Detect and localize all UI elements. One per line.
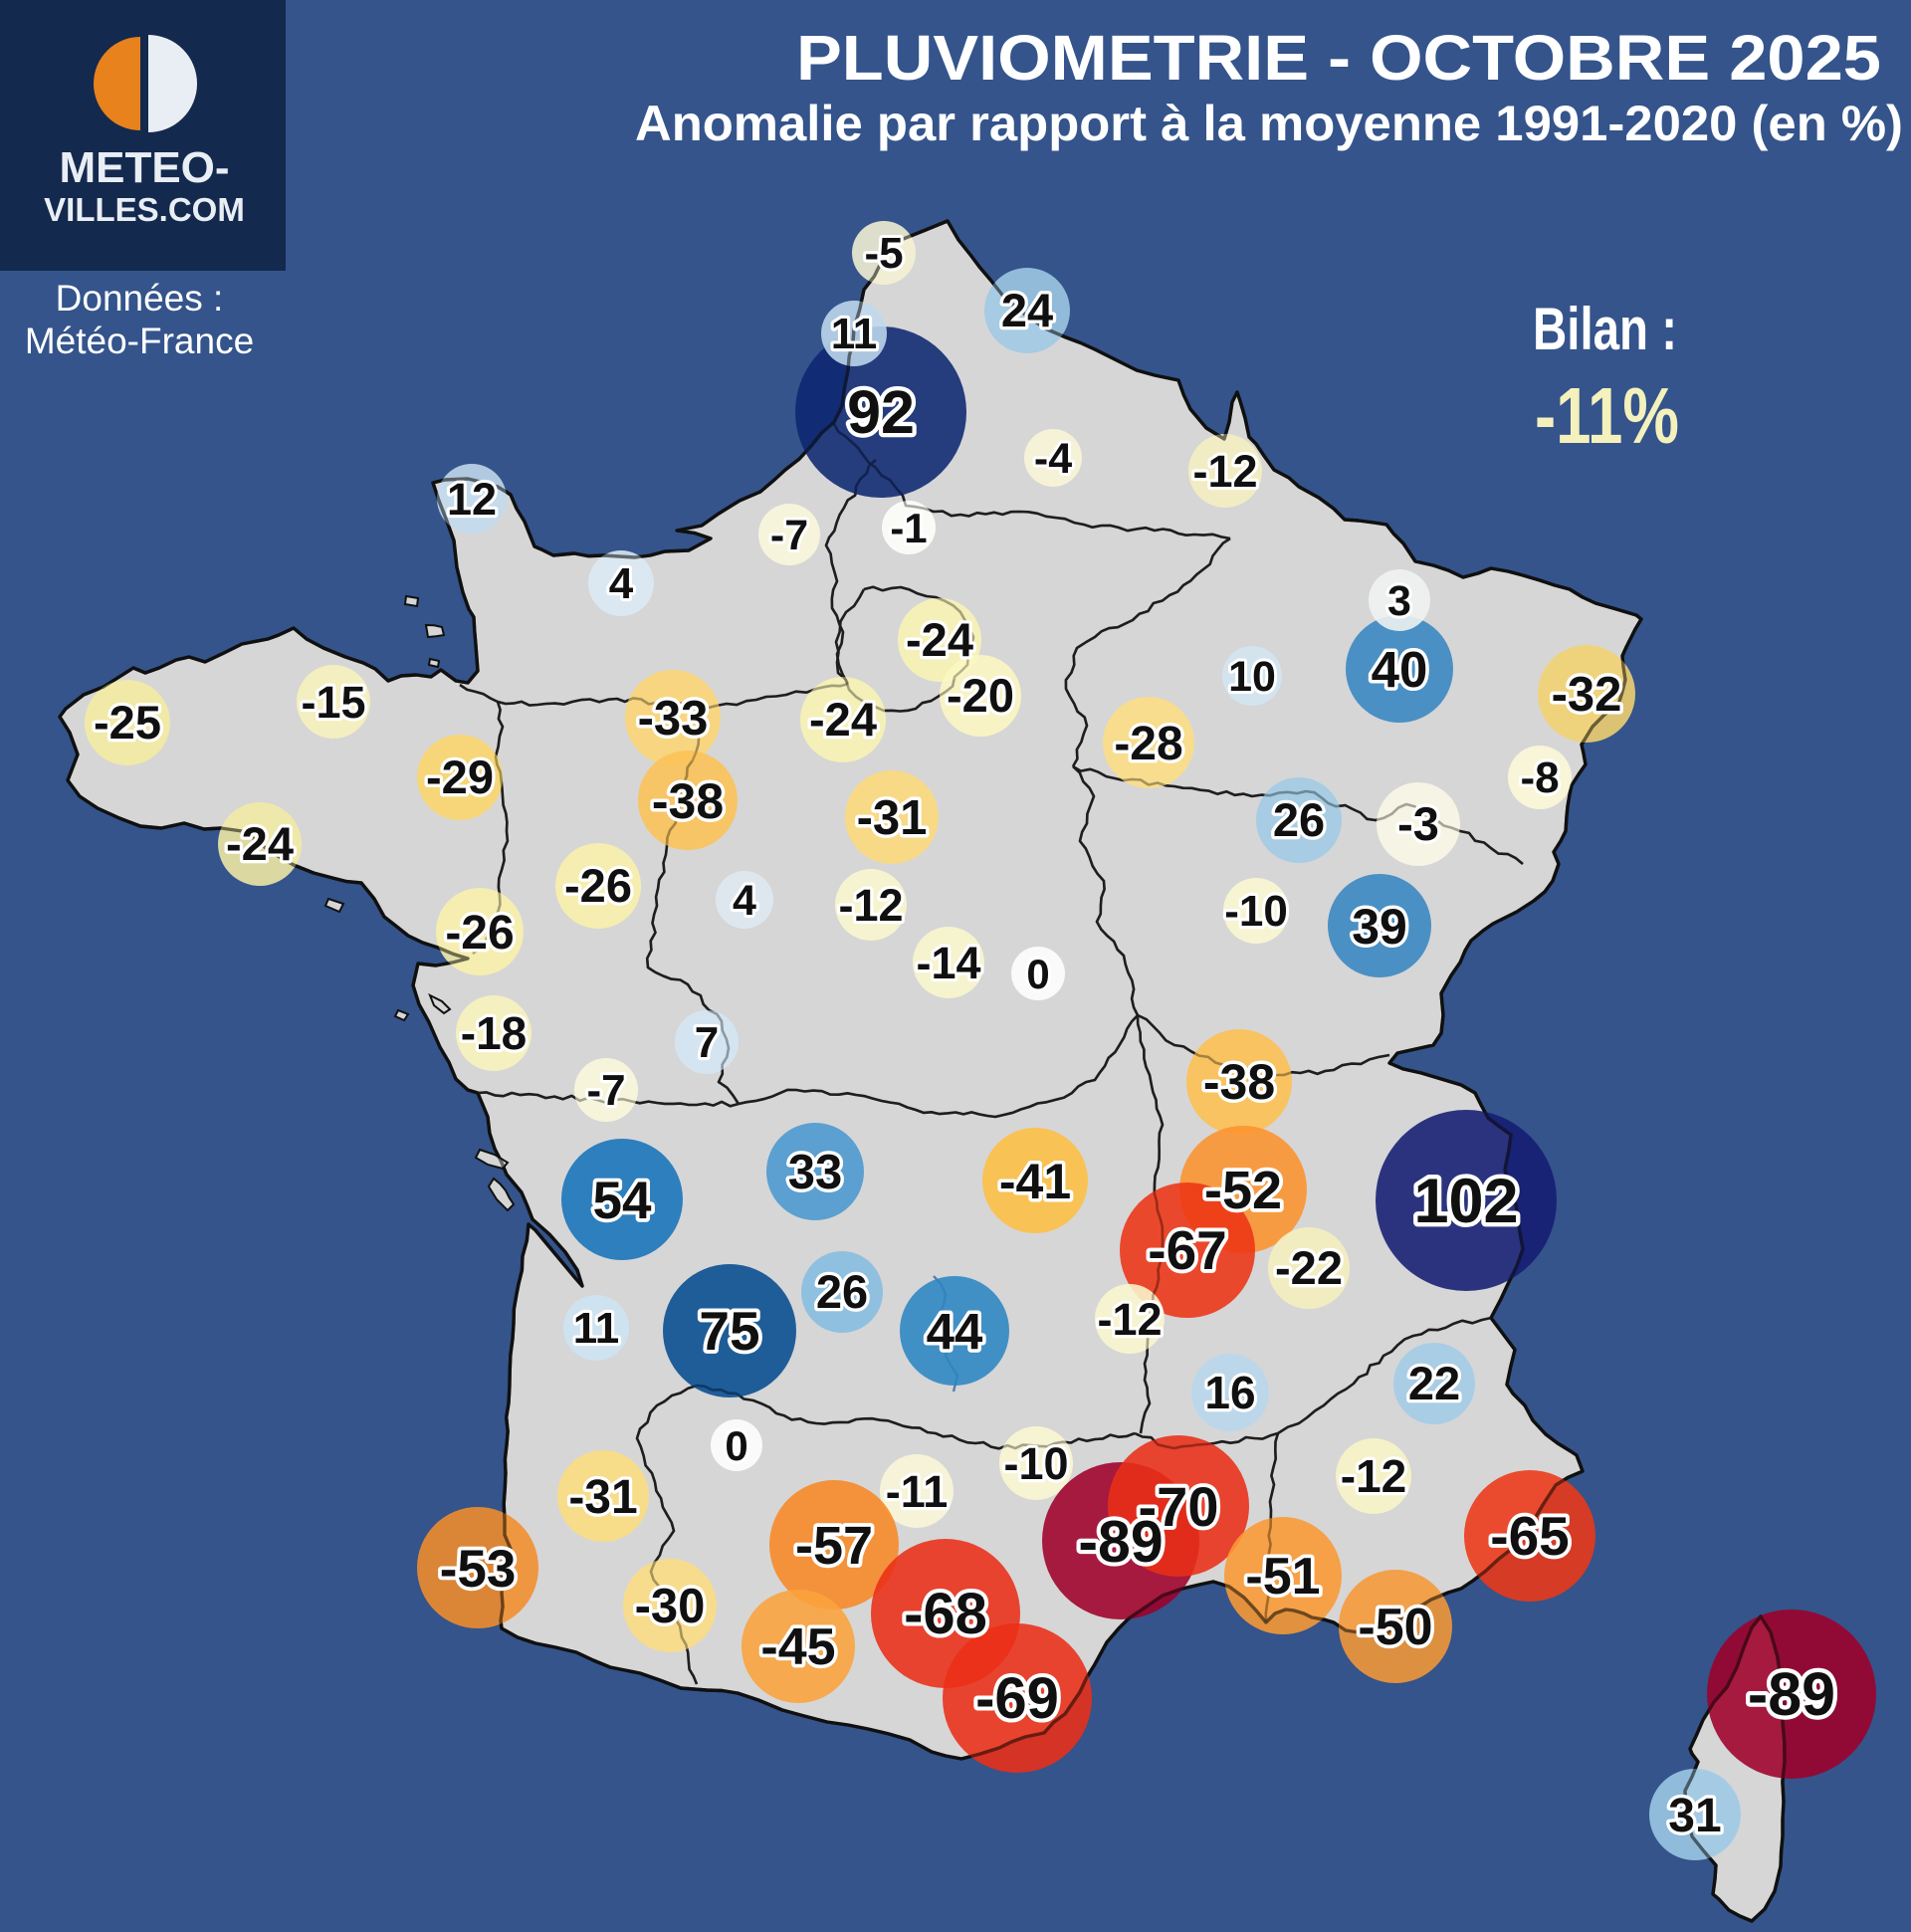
svg-text:-10: -10 [1224,887,1288,936]
svg-text:-57: -57 [795,1516,873,1576]
svg-text:-11: -11 [886,1466,949,1517]
svg-text:-12: -12 [1097,1294,1162,1345]
svg-text:-24: -24 [226,817,294,870]
svg-text:3: 3 [1387,577,1411,625]
svg-text:-50: -50 [1358,1599,1432,1656]
svg-text:-31: -31 [568,1471,637,1524]
svg-text:-33: -33 [638,692,709,746]
svg-text:16: 16 [1204,1367,1255,1418]
svg-text:-65: -65 [1490,1505,1570,1567]
svg-text:-7: -7 [770,512,808,559]
svg-text:39: 39 [1352,899,1407,955]
svg-text:11: 11 [831,310,878,358]
svg-text:54: 54 [593,1172,652,1230]
svg-text:-14: -14 [916,938,980,988]
svg-text:-5: -5 [864,229,903,278]
svg-text:102: 102 [1413,1167,1518,1236]
svg-text:-89: -89 [1078,1509,1163,1575]
svg-text:-45: -45 [760,1618,835,1676]
svg-text:-41: -41 [999,1154,1071,1209]
svg-text:-38: -38 [1203,1054,1275,1110]
svg-text:-4: -4 [1034,435,1072,483]
svg-text:Données :: Données : [56,278,224,319]
svg-text:-68: -68 [904,1582,987,1646]
svg-text:VILLES.COM: VILLES.COM [44,191,245,228]
svg-text:31: 31 [1668,1790,1721,1842]
svg-text:-12: -12 [1192,446,1257,497]
svg-text:44: 44 [927,1303,983,1360]
svg-text:-26: -26 [445,907,514,960]
svg-text:-1: -1 [890,505,927,551]
svg-text:40: 40 [1372,641,1428,698]
svg-text:-24: -24 [809,693,877,746]
svg-text:-8: -8 [1520,753,1559,802]
svg-text:-69: -69 [975,1666,1059,1731]
svg-text:75: 75 [699,1300,759,1362]
svg-text:-53: -53 [440,1540,517,1599]
svg-text:-12: -12 [838,880,903,931]
svg-text:24: 24 [1001,284,1053,336]
svg-text:26: 26 [1273,793,1325,846]
svg-text:4: 4 [733,877,756,925]
svg-text:7: 7 [695,1018,719,1067]
svg-text:-25: -25 [94,696,161,749]
svg-text:-29: -29 [426,751,494,803]
svg-text:11: 11 [573,1304,620,1353]
svg-text:-31: -31 [857,791,928,845]
svg-text:33: 33 [788,1146,843,1199]
svg-text:4: 4 [609,559,634,608]
svg-text:-32: -32 [1552,668,1622,722]
svg-text:-26: -26 [564,859,632,912]
svg-text:0: 0 [1026,951,1049,997]
svg-text:92: 92 [847,378,915,446]
svg-text:-10: -10 [1003,1438,1068,1489]
svg-text:-18: -18 [461,1007,527,1059]
svg-text:-38: -38 [652,773,724,829]
svg-text:-70: -70 [1139,1475,1219,1538]
svg-text:-15: -15 [301,677,365,728]
svg-text:Météo-France: Météo-France [25,321,254,361]
svg-text:-30: -30 [635,1580,706,1633]
svg-text:0: 0 [725,1422,747,1469]
svg-text:-7: -7 [586,1066,625,1115]
svg-text:12: 12 [447,474,497,525]
svg-text:Anomalie par rapport à la moye: Anomalie par rapport à la moyenne 1991-2… [635,96,1903,151]
svg-text:-89: -89 [1748,1660,1835,1728]
svg-text:-24: -24 [906,613,973,666]
svg-text:-12: -12 [1341,1450,1406,1502]
svg-text:Bilan :: Bilan : [1533,296,1677,362]
svg-text:26: 26 [816,1265,868,1318]
svg-text:-20: -20 [947,669,1014,722]
svg-text:METEO-: METEO- [59,143,229,192]
svg-text:-22: -22 [1275,1241,1343,1294]
svg-text:10: 10 [1228,653,1276,701]
svg-text:PLUVIOMETRIE - OCTOBRE 2025: PLUVIOMETRIE - OCTOBRE 2025 [796,22,1881,94]
svg-text:-28: -28 [1114,718,1182,770]
svg-text:-3: -3 [1397,797,1439,850]
svg-text:22: 22 [1408,1357,1460,1409]
svg-text:-52: -52 [1204,1161,1282,1220]
svg-text:-67: -67 [1148,1219,1227,1281]
svg-text:-51: -51 [1245,1548,1320,1606]
svg-text:-11%: -11% [1535,371,1679,460]
